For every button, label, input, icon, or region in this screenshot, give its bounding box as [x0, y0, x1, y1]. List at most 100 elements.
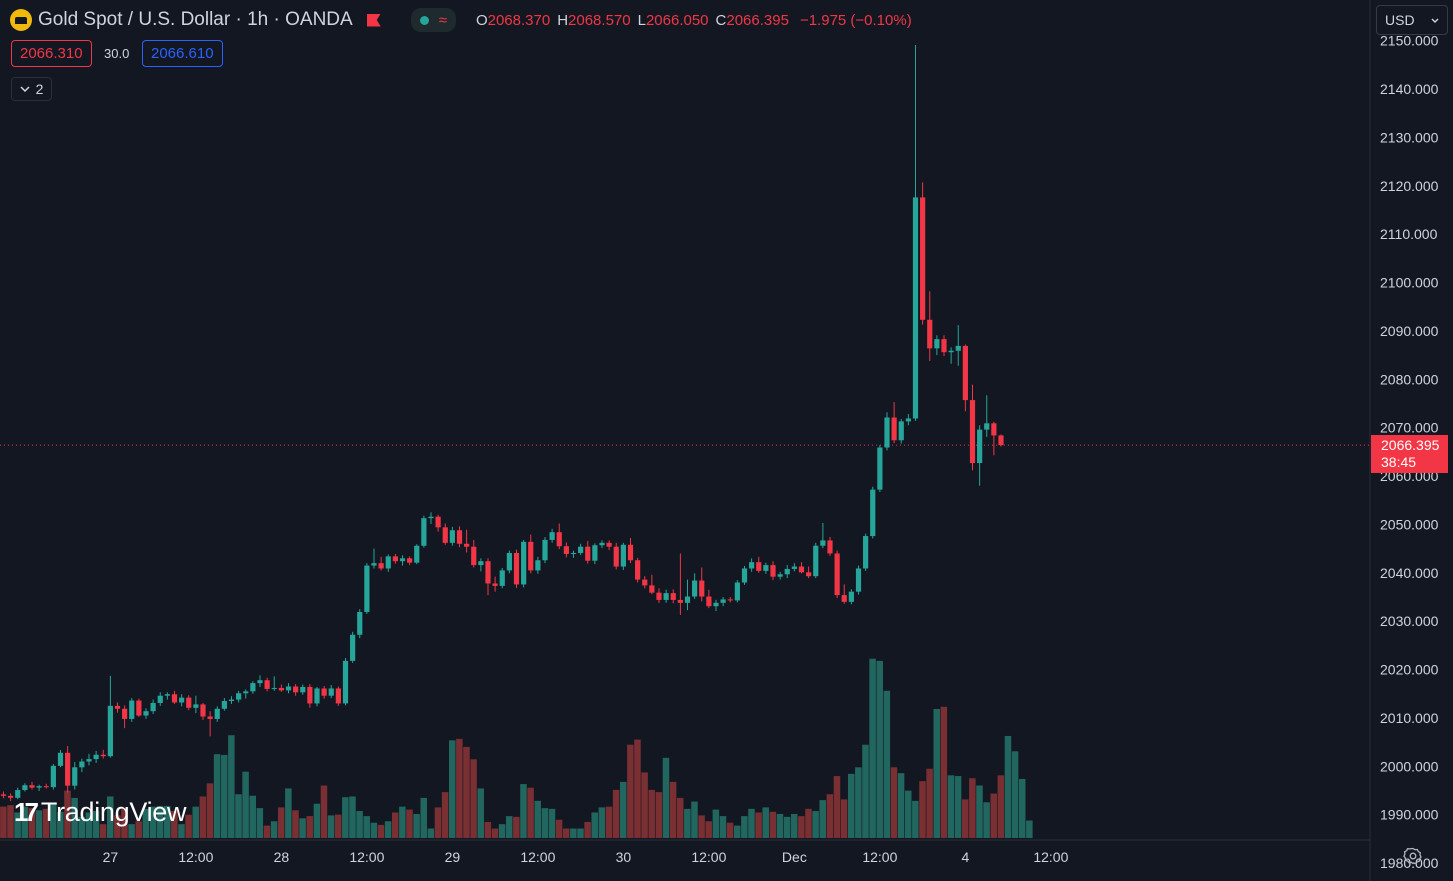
tradingview-logo[interactable]: 17 TradingView	[14, 797, 187, 828]
last-price-tag: 2066.395 38:45	[1371, 435, 1448, 473]
price-tick-label: 2130.000	[1380, 129, 1439, 145]
candle	[741, 566, 748, 585]
quote-currency[interactable]: U.S. Dollar	[138, 9, 231, 30]
gold-logo-icon[interactable]	[10, 9, 32, 31]
volume-bar	[484, 821, 492, 838]
candle	[407, 556, 413, 566]
candle	[392, 553, 398, 564]
volume-bar	[128, 824, 135, 838]
volume-bar	[733, 825, 741, 838]
volume-bar	[78, 816, 85, 838]
tradingview-mark-icon: 17	[14, 797, 39, 827]
indicators-toggle-button[interactable]: 2	[11, 77, 52, 101]
volume-bar	[399, 806, 406, 838]
candle	[122, 705, 128, 729]
candle	[164, 692, 170, 700]
candle	[385, 554, 391, 572]
candle	[955, 325, 961, 366]
price-tick-label: 2020.000	[1380, 662, 1439, 678]
volume-bar	[356, 811, 363, 838]
price-tick-label: 2050.000	[1380, 516, 1439, 532]
time-axis: 27 12:00 28 12:00 29 12:00 30 12:00 Dec 12:00 4 12:…	[103, 849, 1069, 865]
candle	[243, 689, 249, 699]
candle	[934, 335, 940, 356]
volume-bar	[555, 819, 563, 838]
volume-bar	[477, 788, 484, 838]
price-tick-label: 2070.000	[1380, 420, 1439, 436]
volume-bar	[28, 808, 36, 838]
interval-label[interactable]: · 1h	[235, 9, 269, 30]
volume-bar	[213, 754, 221, 838]
volume-bar	[712, 809, 720, 838]
volume-bar	[57, 811, 64, 838]
volume-bar	[64, 790, 71, 838]
candle	[321, 686, 327, 699]
candle	[606, 540, 612, 551]
volume-bar	[812, 811, 819, 838]
buy-button[interactable]: 2066.610	[142, 40, 223, 67]
candle	[342, 657, 349, 706]
volume-bar	[235, 794, 242, 838]
volume-bar	[363, 816, 370, 838]
candle	[399, 555, 406, 566]
candle	[948, 347, 954, 364]
currency-selector[interactable]: USD	[1376, 5, 1448, 35]
candle	[364, 563, 370, 614]
ohlc-values: O2068.370 H2068.570 L2066.050 C2066.395 …	[475, 11, 912, 29]
candle	[100, 749, 106, 759]
flag-icon[interactable]	[366, 13, 381, 27]
volume-bar	[705, 821, 712, 838]
candle	[228, 696, 235, 704]
volume-bar	[491, 828, 499, 838]
candle	[969, 384, 976, 471]
price-tick-label: 2150.000	[1380, 33, 1439, 49]
volume-bar	[413, 813, 420, 838]
volume-bar	[605, 806, 613, 838]
volume-bar	[349, 796, 356, 838]
candle	[200, 702, 206, 720]
market-status-pill[interactable]: ≈	[410, 8, 456, 32]
candle	[635, 557, 641, 583]
volume-bar	[883, 690, 891, 838]
candle	[506, 550, 512, 574]
volume-bar	[904, 790, 912, 838]
price-tick-label: 2040.000	[1380, 565, 1439, 581]
candle	[314, 686, 320, 707]
gear-icon[interactable]	[1403, 846, 1423, 866]
candle	[535, 556, 541, 574]
symbol-name[interactable]: Gold Spot	[38, 9, 123, 30]
candle	[699, 567, 705, 602]
volume-bar	[541, 808, 549, 838]
candle	[257, 675, 263, 687]
volume-bar	[876, 660, 883, 838]
volume-bar	[912, 800, 919, 838]
volume-bar	[755, 812, 762, 838]
candle	[777, 571, 783, 580]
volume-bar	[940, 706, 948, 838]
volume-bar	[862, 744, 869, 838]
price-tick-label: 2140.000	[1380, 81, 1439, 97]
chevron-down-icon	[1431, 18, 1439, 23]
sell-button[interactable]: 2066.310	[11, 40, 92, 67]
time-tick-label: 12:00	[178, 849, 213, 865]
volume-bar	[178, 824, 185, 838]
volume-bar	[85, 812, 93, 838]
candle	[898, 418, 904, 444]
candlesticks	[0, 44, 1004, 802]
candle	[521, 539, 527, 588]
volume-bar	[783, 816, 791, 838]
candle	[136, 698, 142, 717]
time-tick-label: 4	[961, 849, 969, 865]
broker-label[interactable]: · OANDA	[273, 9, 353, 30]
candle	[749, 558, 755, 572]
volume-bar	[933, 709, 940, 838]
volume-bar	[448, 740, 456, 838]
symbol-header: Gold Spot / U.S. Dollar · 1h · OANDA ≈ O…	[10, 7, 912, 33]
candle	[770, 561, 776, 581]
candle	[0, 791, 7, 799]
candle	[706, 589, 712, 609]
candle	[428, 512, 434, 524]
volume-bar	[997, 775, 1005, 838]
volume-bar	[741, 816, 748, 838]
